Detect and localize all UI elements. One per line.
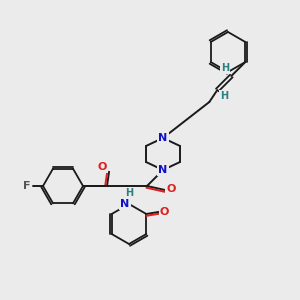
Text: H: H — [125, 188, 133, 198]
Text: O: O — [160, 207, 169, 217]
Text: H: H — [220, 91, 228, 101]
Text: N: N — [158, 165, 168, 175]
Text: O: O — [166, 184, 176, 194]
Text: N: N — [158, 133, 168, 143]
Text: N: N — [120, 199, 130, 209]
Text: H: H — [221, 63, 230, 73]
Text: O: O — [97, 162, 107, 172]
Text: F: F — [23, 181, 31, 191]
